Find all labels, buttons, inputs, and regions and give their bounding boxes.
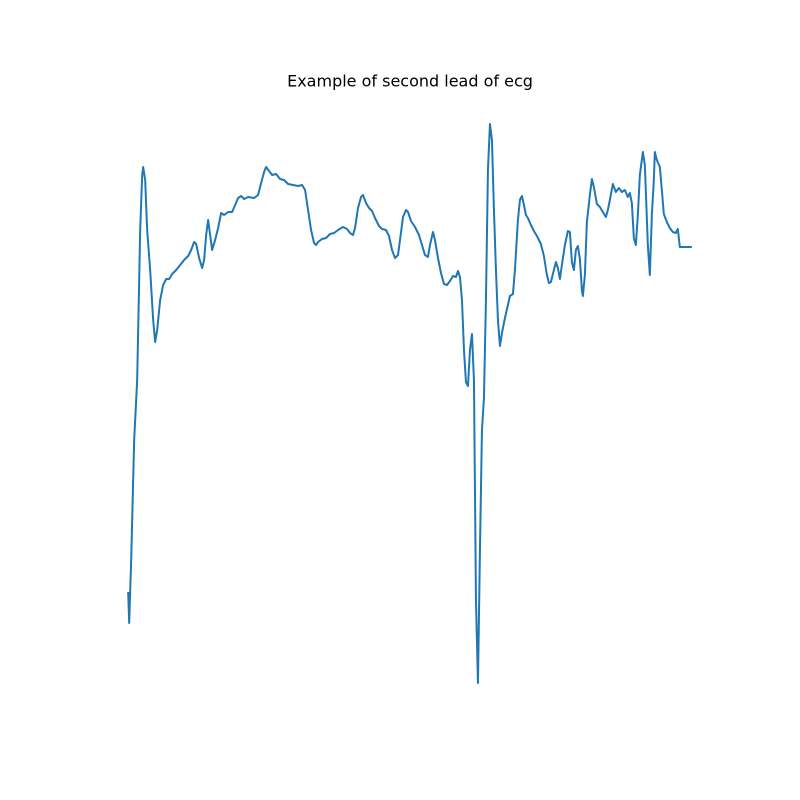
chart-title: Example of second lead of ecg [287, 72, 533, 91]
ecg-line [127, 123, 692, 684]
